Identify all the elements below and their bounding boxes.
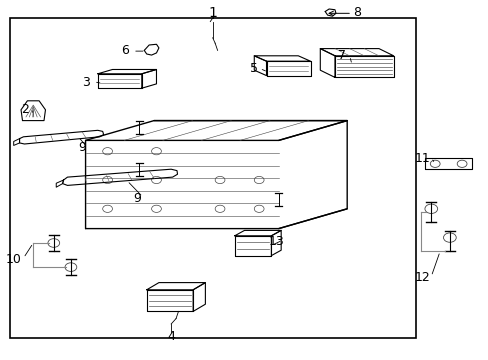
Text: 12: 12 [414, 271, 430, 284]
Text: 9: 9 [133, 192, 141, 204]
Text: 10: 10 [6, 253, 21, 266]
Bar [10, 18, 415, 338]
Text: 8: 8 [352, 6, 360, 19]
Text: 4: 4 [167, 330, 175, 343]
Text: 6: 6 [121, 44, 128, 57]
Text: 9: 9 [78, 141, 86, 154]
Text: 2: 2 [21, 103, 29, 116]
Text: 3: 3 [81, 76, 89, 89]
Text: 11: 11 [414, 152, 430, 165]
Text: 5: 5 [250, 62, 258, 75]
Text: 7: 7 [338, 49, 346, 62]
Text: 13: 13 [268, 235, 284, 248]
Text: 1: 1 [208, 6, 217, 19]
